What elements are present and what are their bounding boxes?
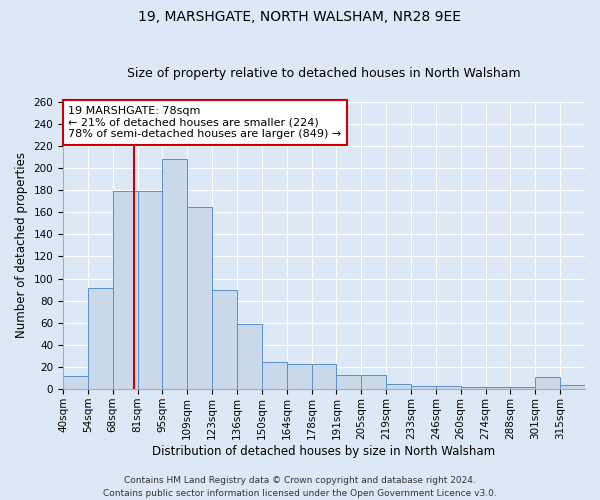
Bar [361,375,386,389]
Bar [411,386,436,389]
Bar [63,376,88,389]
Bar [511,387,535,389]
Text: 19 MARSHGATE: 78sqm
← 21% of detached houses are smaller (224)
78% of semi-detac: 19 MARSHGATE: 78sqm ← 21% of detached ho… [68,106,341,139]
Bar [560,385,585,389]
X-axis label: Distribution of detached houses by size in North Walsham: Distribution of detached houses by size … [152,444,496,458]
Bar [461,387,485,389]
Bar [187,206,212,389]
Bar [262,362,287,389]
Bar [485,387,511,389]
Text: Contains HM Land Registry data © Crown copyright and database right 2024.
Contai: Contains HM Land Registry data © Crown c… [103,476,497,498]
Bar [535,377,560,389]
Y-axis label: Number of detached properties: Number of detached properties [15,152,28,338]
Bar [163,159,187,389]
Title: Size of property relative to detached houses in North Walsham: Size of property relative to detached ho… [127,66,521,80]
Bar [311,364,337,389]
Bar [237,324,262,389]
Bar [436,386,461,389]
Bar [386,384,411,389]
Bar [212,290,237,389]
Bar [287,364,311,389]
Bar [337,375,361,389]
Bar [137,191,163,389]
Text: 19, MARSHGATE, NORTH WALSHAM, NR28 9EE: 19, MARSHGATE, NORTH WALSHAM, NR28 9EE [139,10,461,24]
Bar [88,288,113,389]
Bar [113,191,137,389]
